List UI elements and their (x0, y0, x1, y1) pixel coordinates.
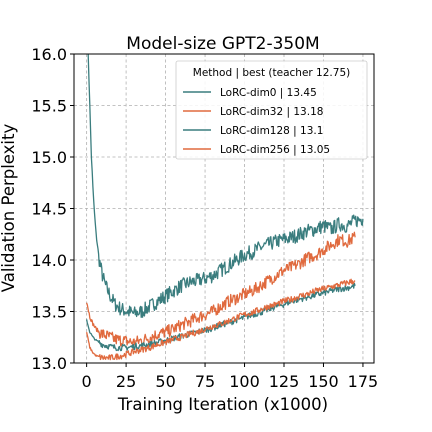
y-tick-label: 14.0 (31, 251, 67, 270)
x-tick-label: 175 (348, 372, 379, 391)
y-tick-label: 14.5 (31, 200, 67, 219)
x-tick-label: 50 (155, 372, 175, 391)
x-tick-label: 0 (82, 372, 92, 391)
y-tick-label: 15.0 (31, 148, 67, 167)
y-axis-label: Validation Perplexity (0, 124, 18, 293)
x-axis-label: Training Iteration (x1000) (117, 395, 328, 414)
y-tick-label: 13.5 (31, 303, 67, 322)
y-tick-label: 16.0 (31, 45, 67, 64)
x-tick-label: 75 (195, 372, 215, 391)
series-line-1 (85, 231, 356, 348)
y-tick-label: 13.0 (31, 354, 67, 373)
legend: Method | best (teacher 12.75) LoRC-dim0 … (175, 60, 368, 160)
y-tick-label: 15.5 (31, 97, 67, 116)
axis-ticks: 0 25 50 75 100 125 150 175 13.0 13.5 14.0 14.5 15.0 1… (31, 45, 378, 391)
legend-entry: LoRC-dim32 | 13.18 (220, 106, 323, 118)
x-tick-label: 25 (116, 372, 136, 391)
legend-entry: LoRC-dim0 | 13.45 (220, 87, 317, 99)
series-line-3 (85, 278, 356, 361)
x-tick-label: 150 (308, 372, 339, 391)
legend-entry: LoRC-dim128 | 13.1 (220, 125, 323, 137)
chart-title: Model-size GPT2-350M (126, 34, 319, 54)
x-tick-label: 100 (229, 372, 260, 391)
legend-entry: LoRC-dim256 | 13.05 (220, 144, 330, 156)
legend-title: Method | best (teacher 12.75) (193, 67, 350, 79)
x-tick-label: 125 (269, 372, 300, 391)
series-line-0 (87, 54, 364, 318)
series-lines (85, 54, 364, 361)
